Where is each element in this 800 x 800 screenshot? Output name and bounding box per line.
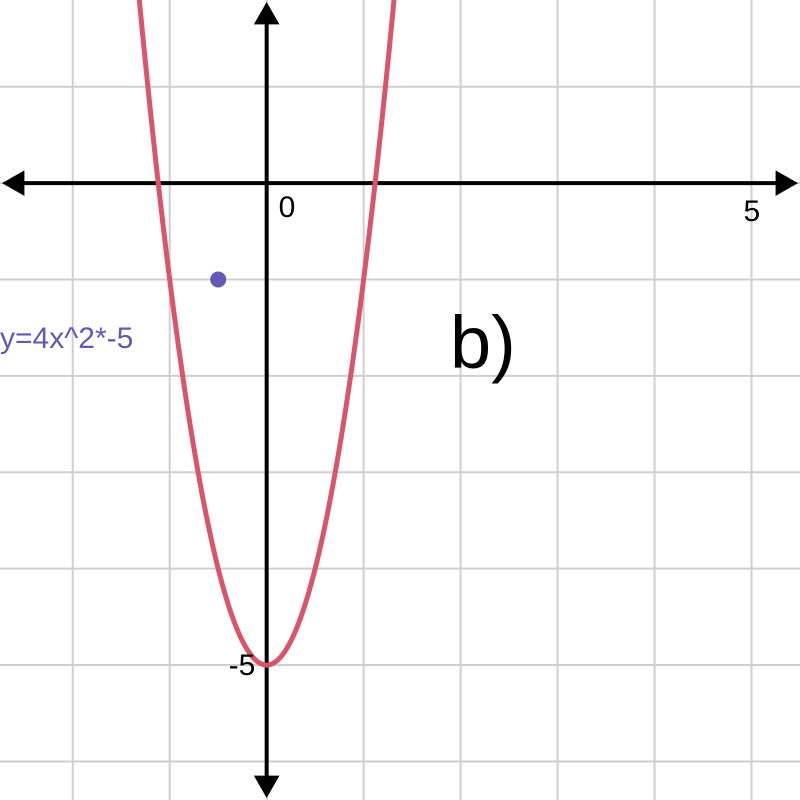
plot-canvas — [0, 0, 800, 800]
y-tick-neg5: -5 — [229, 649, 256, 683]
x-tick-5: 5 — [744, 195, 761, 229]
parabola-plot: y=4x^2*-5 b) 0 5 -5 — [0, 0, 800, 800]
highlighted-point — [210, 272, 226, 288]
equation-label: y=4x^2*-5 — [0, 322, 133, 356]
origin-label: 0 — [279, 191, 296, 225]
panel-label-b: b) — [450, 300, 516, 385]
